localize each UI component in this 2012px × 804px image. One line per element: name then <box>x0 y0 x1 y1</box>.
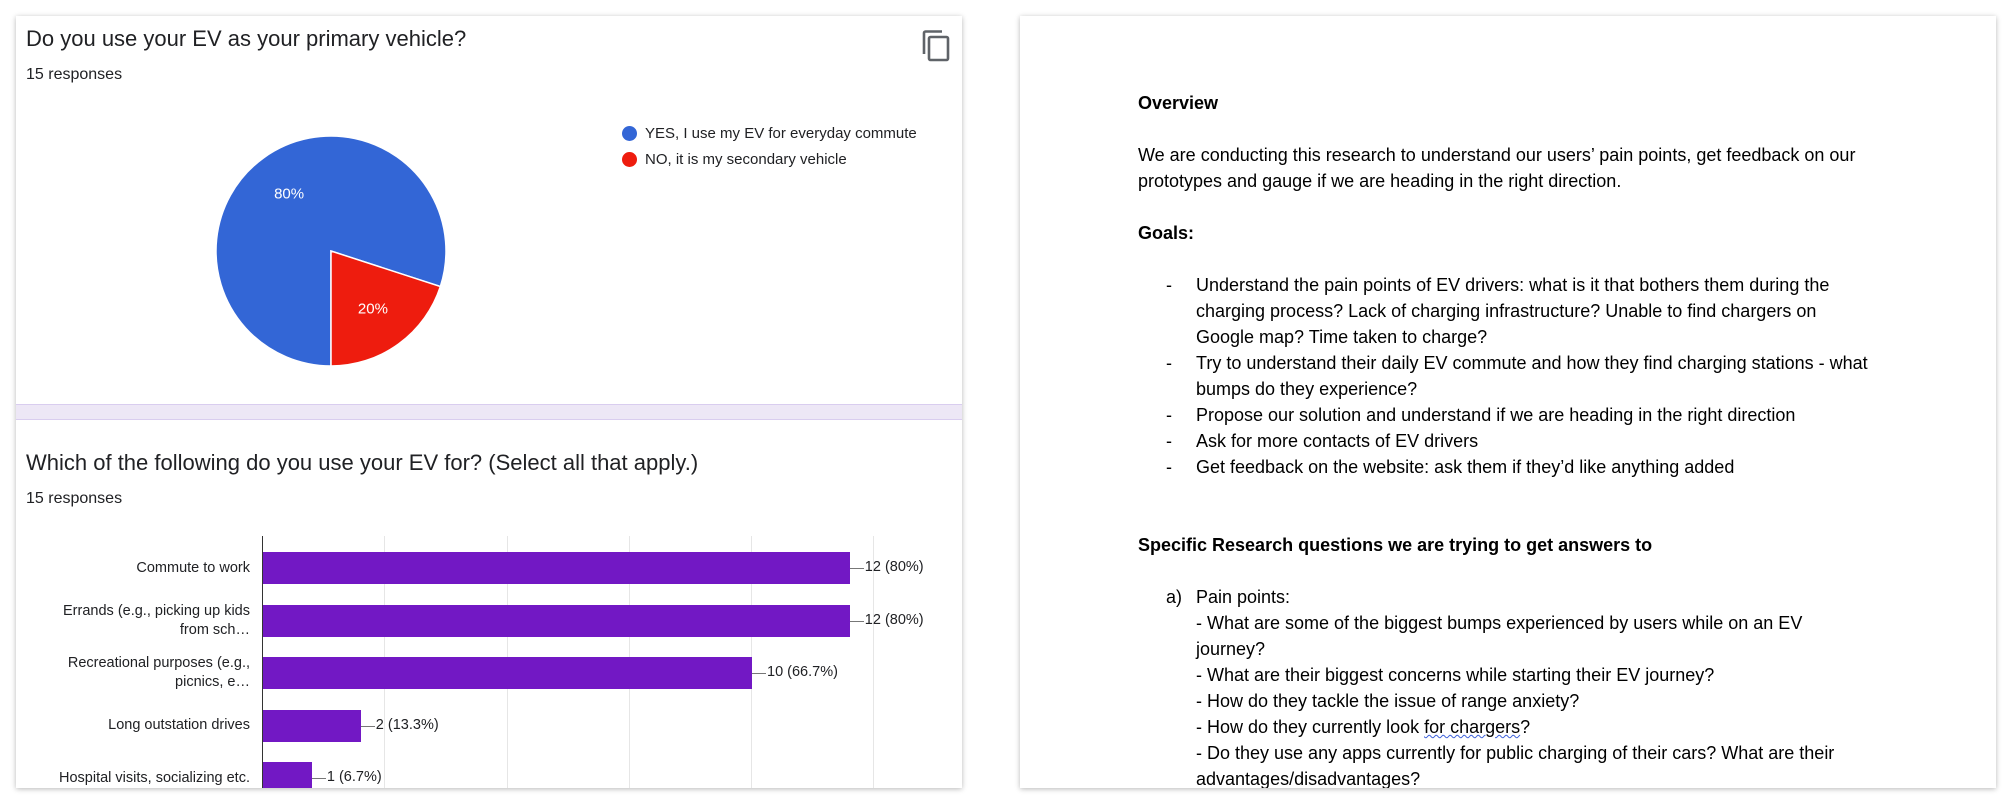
bullet-dash: - <box>1166 431 1172 451</box>
goal-item: - Ask for more contacts of EV drivers <box>1138 428 1898 454</box>
bullet-dash: - <box>1166 275 1172 295</box>
goals-list: - Understand the pain points of EV driver… <box>1138 272 1898 480</box>
goal-item-line: Get feedback on the website: ask them if… <box>1196 457 1735 477</box>
bar-value-label: 1 (6.7%) <box>326 769 382 785</box>
bar-category-label-line: Recreational purposes (e.g., <box>67 655 250 671</box>
bar-value-label: 10 (66.7%) <box>767 664 838 680</box>
goal-item: - Understand the pain points of EV driver… <box>1138 272 1898 350</box>
bar-category-label-line: picnics, e… <box>175 674 250 690</box>
bar-category-label-line: from sch… <box>179 621 250 638</box>
legend-item-no[interactable]: NO, it is my secondary vehicle <box>622 150 942 170</box>
question-2-response-count: 15 responses <box>26 490 123 507</box>
section-a-question-1a: - What are some of the biggest bumps exp… <box>1196 613 1803 633</box>
goal-item-line: Try to understand their daily EV commute… <box>1196 353 1868 373</box>
goal-item-line: charging process? Lack of charging infra… <box>1196 301 1817 321</box>
pie-slice-yes[interactable] <box>215 135 447 367</box>
primary-vehicle-pie-chart: 80% 20% <box>215 135 447 367</box>
bar-value-leader <box>311 778 326 779</box>
ev-usage-bar-chart: 12 (80%) 12 (80%) 10 (66.7%) 2 (13.3%) 1 (6.… <box>16 536 962 788</box>
section-a-title: Pain points: <box>1196 587 1291 607</box>
section-a-marker: a) <box>1166 587 1183 607</box>
form-responses-panel: Do you use your EV as your primary vehic… <box>16 16 962 788</box>
bar-category-label: Commute to work <box>16 559 250 578</box>
section-a-question-4: - How do they currently look for charger… <box>1196 714 1898 740</box>
bar-value-leader <box>849 568 864 569</box>
bar-category-label: Hospital visits, socializing etc. <box>16 769 250 788</box>
bar-value-label: 2 (13.3%) <box>375 716 439 733</box>
bar[interactable] <box>263 604 850 637</box>
bar[interactable] <box>263 709 361 742</box>
pie-slice-no[interactable] <box>330 249 442 367</box>
bar-category-label-line: Commute to work <box>136 559 250 576</box>
bar[interactable] <box>263 552 850 584</box>
bar-value-leader <box>360 725 375 727</box>
pie-legend: YES, I use my EV for everyday commute NO… <box>622 124 942 176</box>
copy-chart-button[interactable] <box>920 28 952 64</box>
legend-label-no: NO, it is my secondary vehicle <box>645 151 847 168</box>
section-divider <box>16 404 962 420</box>
section-a-question-4-post: ? <box>1520 717 1531 737</box>
bar-chart-axis <box>262 536 263 788</box>
section-a-question-1b: journey? <box>1196 639 1266 659</box>
goal-item: - Get feedback on the website: ask them i… <box>1138 454 1898 480</box>
question-2-title: Which of the following do you use your E… <box>26 450 699 475</box>
legend-dot-no <box>622 152 637 167</box>
goals-heading: Goals: <box>1138 223 1195 243</box>
copy-icon <box>922 30 950 62</box>
goal-item-line: bumps do they experience? <box>1196 379 1418 399</box>
section-a: a) Pain points: - What are some of the b… <box>1138 584 1898 788</box>
goal-item: - Propose our solution and understand if … <box>1138 402 1898 428</box>
overview-text-line-1: We are conducting this research to under… <box>1138 145 1856 165</box>
goal-item-line: Google map? Time taken to charge? <box>1196 327 1488 347</box>
bar-category-label: Errands (e.g., picking up kids from sch… <box>16 602 250 640</box>
question-1-title: Do you use your EV as your primary vehic… <box>26 26 467 51</box>
bar-category-label-line: Errands (e.g., picking up kids <box>63 602 250 619</box>
goal-item: - Try to understand their daily EV commut… <box>1138 350 1898 402</box>
goal-item-line: Ask for more contacts of EV drivers <box>1196 431 1479 451</box>
bar-category-label-line: Long outstation drives <box>108 717 250 733</box>
goal-item-line: Propose our solution and understand if w… <box>1196 405 1796 425</box>
research-document-page: Overview We are conducting this research… <box>1020 16 1996 788</box>
pie-label-no: 20% <box>358 301 388 318</box>
bar-category-label: Long outstation drives <box>16 716 250 735</box>
legend-label-yes: YES, I use my EV for everyday commute <box>645 125 917 142</box>
bar-category-label-line: Hospital visits, socializing etc. <box>59 769 250 786</box>
pie-label-yes: 80% <box>274 185 304 202</box>
bar-value-label: 12 (80%) <box>864 611 924 628</box>
document-body[interactable]: Overview We are conducting this research… <box>1138 90 1898 788</box>
section-a-question-5a: - Do they use any apps currently for pub… <box>1196 743 1835 763</box>
section-a-question-2: - What are their biggest concerns while … <box>1196 665 1715 685</box>
bar[interactable] <box>263 657 752 689</box>
goal-item-line: Understand the pain points of EV drivers… <box>1196 275 1830 295</box>
legend-item-yes[interactable]: YES, I use my EV for everyday commute <box>622 124 942 144</box>
spellcheck-underline[interactable]: for chargers <box>1424 717 1521 737</box>
bar-value-label: 12 (80%) <box>864 559 924 575</box>
section-a-question-5b: advantages/disadvantages? <box>1196 769 1421 788</box>
bullet-dash: - <box>1166 405 1172 425</box>
bullet-dash: - <box>1166 353 1172 373</box>
overview-text-line-2: prototypes and gauge if we are heading i… <box>1138 171 1622 191</box>
research-questions-heading: Specific Research questions we are tryin… <box>1138 535 1653 555</box>
section-a-question-3: - How do they tackle the issue of range … <box>1196 691 1580 711</box>
overview-heading: Overview <box>1138 93 1219 113</box>
section-a-question-4-pre: - How do they currently look <box>1196 717 1425 737</box>
legend-dot-yes <box>622 126 637 141</box>
question-1-response-count: 15 responses <box>26 66 123 83</box>
bar-category-label: Recreational purposes (e.g., picnics, e… <box>16 654 250 692</box>
bar[interactable] <box>263 762 312 788</box>
bar-value-leader <box>849 620 864 622</box>
bar-value-leader <box>752 673 766 674</box>
gridline <box>873 536 875 788</box>
bullet-dash: - <box>1166 457 1172 477</box>
